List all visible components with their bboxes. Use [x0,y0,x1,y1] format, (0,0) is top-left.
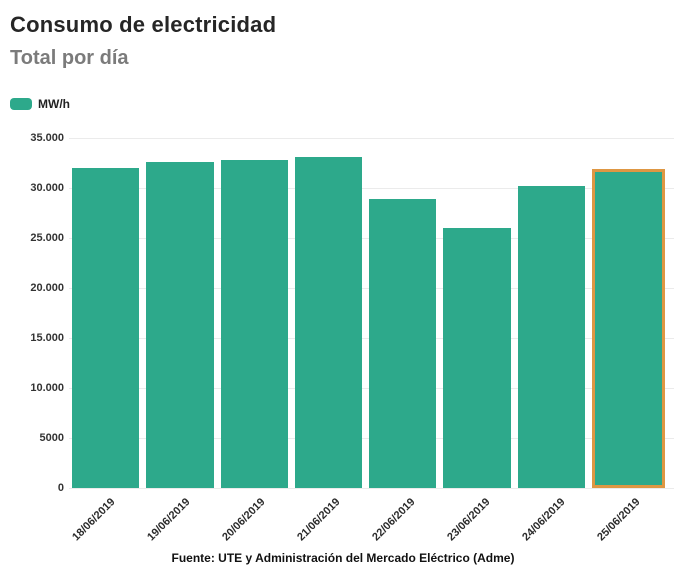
x-axis-label-cell: 24/06/2019 [520,488,590,550]
bar[interactable] [369,199,437,488]
bars-container [69,138,674,488]
chart-title: Consumo de electricidad [10,12,277,37]
y-axis-tick-label: 10.000 [30,382,64,395]
bar[interactable] [517,186,585,488]
gridline [69,138,674,139]
bar[interactable] [220,160,288,488]
y-axis-tick-label: 25.000 [30,232,64,244]
gridline [69,488,674,489]
y-axis-tick-label: 15.000 [30,332,64,344]
x-axis-label-cell: 23/06/2019 [445,488,515,550]
x-axis-label-cell: 25/06/2019 [595,488,665,550]
x-axis-label-cell: 22/06/2019 [370,488,440,550]
x-axis-tick-label: 23/06/2019 [445,496,493,544]
y-axis-tick-label: 30.000 [30,182,64,194]
x-axis-tick-label: 21/06/2019 [295,496,343,544]
bar[interactable] [146,162,214,488]
x-axis-label-cell: 21/06/2019 [295,488,365,550]
x-axis-tick-label: 25/06/2019 [595,496,643,544]
bar[interactable] [72,168,140,488]
x-axis-label-cell: 19/06/2019 [145,488,215,550]
y-axis-tick-label: 20.000 [30,282,64,295]
plot-area: 0 5000 10.000 15.000 20.000 25.000 30.000 35.00… [30,132,674,494]
x-axis-label-cell: 20/06/2019 [220,488,290,550]
bar[interactable] [294,157,362,488]
x-axis-tick-label: 22/06/2019 [370,496,418,544]
x-axis-tick-label: 20/06/2019 [220,496,268,544]
y-axis-tick-label: 35.000 [30,132,64,144]
y-axis-tick-label: 5000 [39,432,64,445]
x-axis-tick-label: 18/06/2019 [70,496,118,544]
x-axis-label-cell: 18/06/2019 [70,488,140,550]
source-note: Fuente: UTE y Administración del Mercado… [171,551,515,565]
gridline [69,188,674,189]
y-axis-tick-label: 0 [57,482,64,494]
x-axis-labels: 18/06/2019 19/06/2019 20/06/2019 21/06/2019… [69,488,674,550]
chart-subtitle: Total por día [10,47,129,69]
x-axis-tick-label: 24/06/2019 [520,496,568,544]
bar-highlighted[interactable] [591,169,665,488]
legend-swatch-icon [10,98,32,110]
legend: MW/h [10,97,676,111]
bar[interactable] [443,228,511,488]
legend-label: MW/h [38,97,70,111]
x-axis-tick-label: 19/06/2019 [145,496,193,544]
